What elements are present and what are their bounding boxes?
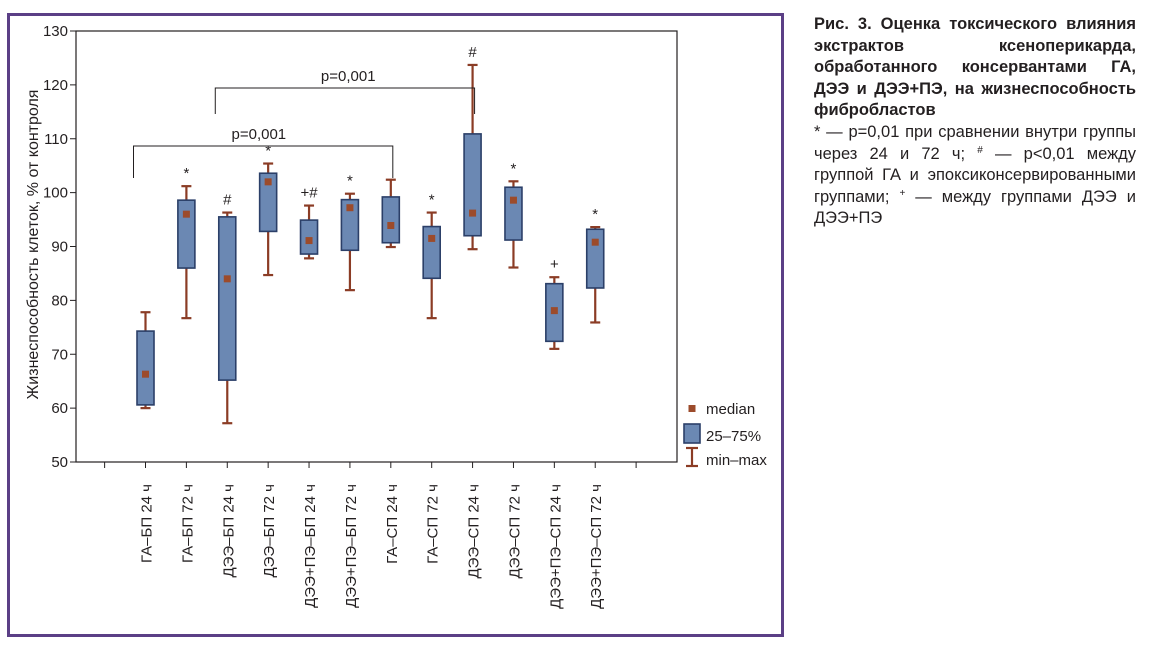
legend-median-swatch <box>688 405 696 412</box>
box-iqr <box>177 199 196 269</box>
bracket-label: p=0,001 <box>232 126 287 143</box>
significance-brackets: p=0,001 p=0,001 <box>133 68 476 178</box>
x-category-label: ДЭЭ+ПЭ–СП 24 ч <box>547 484 564 609</box>
median-marker <box>264 178 272 186</box>
box-iqr <box>381 196 401 244</box>
median-marker <box>223 275 231 283</box>
legend-whisker-label: min–max <box>706 452 767 469</box>
significance-mark: * <box>347 173 353 190</box>
box-group: * <box>585 206 605 324</box>
box-group: * <box>258 143 278 277</box>
box-iqr <box>136 330 155 406</box>
box-iqr <box>422 225 441 280</box>
median-marker <box>509 196 517 204</box>
bracket-line <box>133 145 394 178</box>
box-iqr <box>585 228 605 289</box>
y-tick-label: 120 <box>43 77 68 94</box>
y-tick-label: 130 <box>43 23 68 40</box>
figure-caption: Рис. 3. Оценка токсического влияния экст… <box>814 14 1136 230</box>
y-tick-label: 110 <box>44 131 68 148</box>
x-category-label: ГА–СП 72 ч <box>425 484 442 564</box>
note-plus-symbol: + <box>899 187 906 199</box>
note-hash-symbol: # <box>977 144 983 156</box>
caption-title: Рис. 3. Оценка токсического влияния экст… <box>814 15 1136 120</box>
legend-box: 25–75% <box>683 423 761 445</box>
y-tick-label: 80 <box>51 292 68 309</box>
legend-box-label: 25–75% <box>706 428 761 445</box>
note-plus: — между группами ДЭЭ и ДЭЭ+ПЭ <box>814 187 1136 228</box>
median-marker <box>387 221 395 229</box>
box-iqr <box>258 172 278 233</box>
box-group: + <box>545 256 564 350</box>
significance-mark: +# <box>300 185 318 202</box>
median-marker <box>305 237 313 245</box>
y-tick-label: 50 <box>51 454 68 471</box>
median-marker <box>182 210 190 218</box>
legend-median-label: median <box>706 401 755 418</box>
note-hash: — p<0,01 между группой ГА и эпоксиконсер… <box>814 144 1136 206</box>
x-category-label: ДЭЭ+ПЭ–БП 24 ч <box>302 484 319 608</box>
x-category-label: ГА–БП 24 ч <box>139 484 156 563</box>
box-iqr <box>463 133 482 237</box>
significance-mark: # <box>223 192 232 209</box>
box-group: # <box>217 192 237 425</box>
x-category-label: ДЭЭ+ПЭ–СП 72 ч <box>588 484 605 609</box>
y-tick-label: 70 <box>51 346 68 363</box>
legend-median: median <box>688 401 755 418</box>
chart-marks: * # * +# * * # * + * <box>136 44 605 425</box>
significance-mark: # <box>468 44 477 61</box>
significance-mark: * <box>511 160 517 177</box>
significance-mark: * <box>592 206 598 223</box>
figure-frame <box>7 13 784 637</box>
box-group: * <box>422 192 441 320</box>
bracket: p=0,001 <box>133 126 394 178</box>
median-marker <box>346 204 354 212</box>
x-category-label: ДЭЭ–БП 24 ч <box>220 484 237 578</box>
median-marker <box>142 370 150 378</box>
bracket-label: p=0,001 <box>321 68 376 85</box>
box-group <box>136 311 155 410</box>
legend-whisker: min–max <box>686 446 767 469</box>
box-group: * <box>177 165 196 320</box>
box-group <box>381 178 401 249</box>
significance-mark: + <box>550 256 559 273</box>
x-category-label: ДЭЭ–СП 24 ч <box>466 484 483 579</box>
median-marker <box>428 234 436 242</box>
x-category-label: ДЭЭ+ПЭ–БП 72 ч <box>343 484 360 608</box>
box-group: # <box>463 44 482 251</box>
median-marker <box>550 307 558 315</box>
y-tick-label: 90 <box>51 239 68 256</box>
x-category-label: ГА–СП 24 ч <box>384 484 401 564</box>
box-iqr <box>299 219 319 255</box>
box-group: +# <box>299 185 319 260</box>
x-category-label: ГА–БП 72 ч <box>179 484 196 563</box>
bracket: p=0,001 <box>214 68 476 114</box>
y-tick-label: 100 <box>43 185 68 202</box>
note-star: * — p=0,01 при сравнении внутри группы ч… <box>814 122 1136 163</box>
y-axis-label: Жизнеспособность клеток, % от контроля <box>25 90 42 400</box>
box-group: * <box>340 173 360 292</box>
significance-mark: * <box>183 165 189 182</box>
box-iqr <box>504 186 523 241</box>
legend: median 25–75% min–max <box>683 401 767 469</box>
x-category-label: ДЭЭ–СП 72 ч <box>506 484 523 579</box>
caption-notes: * — p=0,01 при сравнении внутри группы ч… <box>814 122 1136 230</box>
significance-mark: * <box>429 192 435 209</box>
box-group: * <box>504 160 523 269</box>
significance-mark: * <box>265 143 271 160</box>
median-marker <box>591 238 599 246</box>
x-category-label: ДЭЭ–БП 72 ч <box>261 484 278 578</box>
axes: 50 60 70 80 90 100 110 120 130 Жизнеспособность к… <box>25 23 678 609</box>
median-marker <box>469 209 477 217</box>
box-iqr <box>340 198 360 252</box>
legend-box-swatch <box>683 423 701 444</box>
box-iqr <box>217 216 237 381</box>
bracket-line <box>214 87 476 114</box>
y-tick-label: 60 <box>51 400 68 417</box>
